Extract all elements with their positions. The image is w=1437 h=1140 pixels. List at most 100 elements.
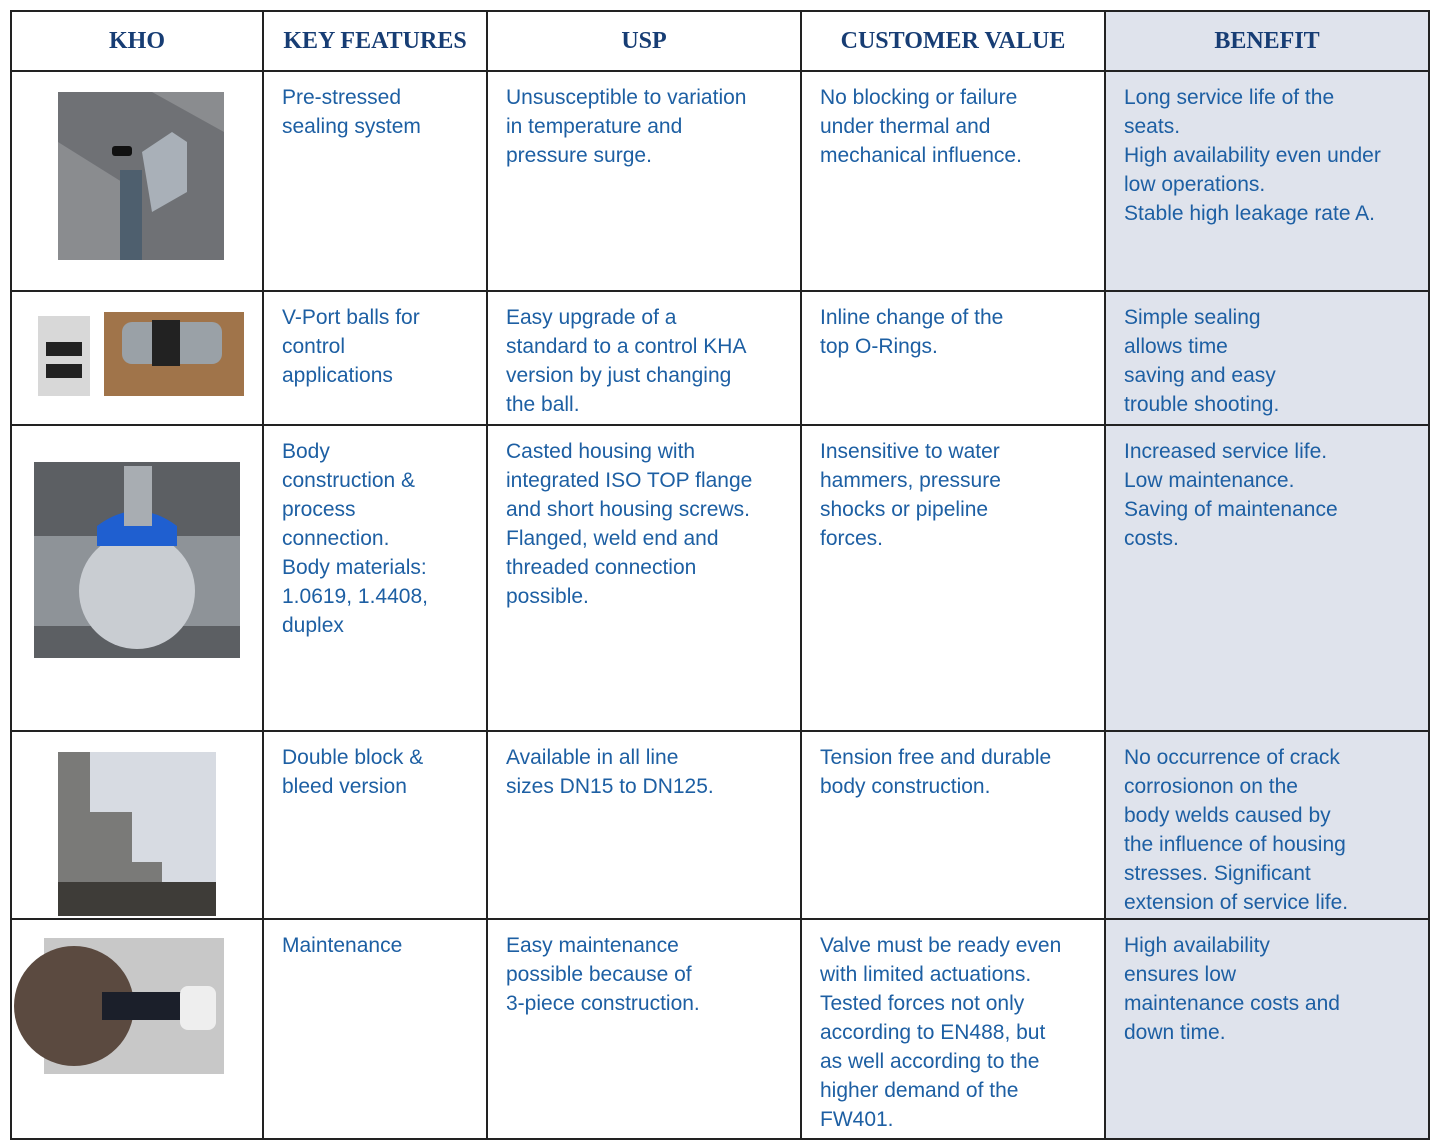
text-line: Body materials: xyxy=(282,556,427,579)
text-line: under thermal and xyxy=(820,115,991,138)
customer-value-text: Tension free and durable body constructio… xyxy=(802,732,1104,801)
text-line: Low maintenance. xyxy=(1124,469,1295,492)
usp-text: Easy upgrade of a standard to a control K… xyxy=(488,292,800,419)
text-line: process xyxy=(282,498,356,521)
text-cell: Easy maintenance possible because of 3-pie… xyxy=(486,918,802,1140)
usp-text: Casted housing with integrated ISO TOP fl… xyxy=(488,426,800,611)
text-line: Valve must be ready even xyxy=(820,934,1062,957)
text-line: Increased service life. xyxy=(1124,440,1328,463)
text-cell: Pre-stressed sealing system xyxy=(262,70,488,292)
text-cell: High availability ensures low maintenance … xyxy=(1104,918,1430,1140)
text-line: Simple sealing xyxy=(1124,306,1261,329)
image-cell xyxy=(10,424,264,732)
table-body: Pre-stressed sealing system Unsusceptible … xyxy=(10,70,1430,1140)
text-line: mechanical influence. xyxy=(820,144,1022,167)
text-cell: Easy upgrade of a standard to a control K… xyxy=(486,290,802,426)
features-text: Double block & bleed version xyxy=(264,732,486,801)
customer-value-text: Inline change of the top O-Rings. xyxy=(802,292,1104,361)
benefit-text: Long service life of the seats. High avail… xyxy=(1106,72,1428,228)
text-line: Easy maintenance xyxy=(506,934,679,957)
image-cell xyxy=(10,70,264,292)
text-line: possible because of xyxy=(506,963,692,986)
text-line: Long service life of the xyxy=(1124,86,1335,109)
text-cell: Inline change of the top O-Rings. xyxy=(800,290,1106,426)
text-line: seats. xyxy=(1124,115,1181,138)
product-image xyxy=(58,752,216,916)
text-line: higher demand of the xyxy=(820,1079,1019,1102)
text-line: Flanged, weld end and xyxy=(506,527,719,550)
table-row: Maintenance Easy maintenance possible beca… xyxy=(10,918,1430,1140)
features-text: V-Port balls for control applications xyxy=(264,292,486,390)
text-line: saving and easy xyxy=(1124,364,1276,387)
text-cell: Tension free and durable body constructio… xyxy=(800,730,1106,920)
text-line: Inline change of the xyxy=(820,306,1004,329)
customer-value-text: Insensitive to water hammers, pressure sho… xyxy=(802,426,1104,553)
text-line: FW401. xyxy=(820,1108,894,1131)
table-row: Double block & bleed version Available in … xyxy=(10,730,1430,920)
text-line: High availability xyxy=(1124,934,1270,957)
features-text: Maintenance xyxy=(264,920,486,960)
image-cell xyxy=(10,730,264,920)
text-line: Available in all line xyxy=(506,746,679,769)
text-line: 1.0619, 1.4408, xyxy=(282,585,428,608)
text-cell: Long service life of the seats. High avail… xyxy=(1104,70,1430,292)
product-image xyxy=(38,312,244,396)
column-header: USP xyxy=(486,10,802,72)
column-header: KEY FEATURES xyxy=(262,10,488,72)
text-line: body welds caused by xyxy=(1124,804,1331,827)
table-row: V-Port balls for control applications Easy … xyxy=(10,290,1430,426)
text-line: forces. xyxy=(820,527,884,550)
text-line: 3-piece construction. xyxy=(506,992,700,1015)
text-cell: Increased service life. Low maintenance. S… xyxy=(1104,424,1430,732)
text-line: bleed version xyxy=(282,775,407,798)
text-cell: Valve must be ready even with limited act… xyxy=(800,918,1106,1140)
text-cell: Available in all line sizes DN15 to DN125… xyxy=(486,730,802,920)
text-line: Tested forces not only xyxy=(820,992,1025,1015)
product-image xyxy=(14,938,224,1074)
text-line: V-Port balls for xyxy=(282,306,420,329)
benefit-text: High availability ensures low maintenance … xyxy=(1106,920,1428,1047)
table-row: Body construction & process connection. Body… xyxy=(10,424,1430,732)
table-row: Pre-stressed sealing system Unsusceptible … xyxy=(10,70,1430,292)
text-line: pressure surge. xyxy=(506,144,652,167)
text-line: as well according to the xyxy=(820,1050,1040,1073)
text-line: allows time xyxy=(1124,335,1228,358)
text-line: Easy upgrade of a xyxy=(506,306,677,329)
text-cell: No blocking or failure under thermal and m… xyxy=(800,70,1106,292)
text-line: ensures low xyxy=(1124,963,1237,986)
text-line: sizes DN15 to DN125. xyxy=(506,775,714,798)
text-line: costs. xyxy=(1124,527,1179,550)
text-line: top O-Rings. xyxy=(820,335,938,358)
product-image xyxy=(58,92,224,260)
text-line: standard to a control KHA xyxy=(506,335,747,358)
column-header: BENEFIT xyxy=(1104,10,1430,72)
text-line: down time. xyxy=(1124,1021,1226,1044)
text-line: Pre-stressed xyxy=(282,86,402,109)
text-line: Tension free and durable xyxy=(820,746,1052,769)
text-line: Body xyxy=(282,440,330,463)
text-line: stresses. Significant xyxy=(1124,862,1311,885)
benefit-text: Increased service life. Low maintenance. S… xyxy=(1106,426,1428,553)
text-line: Insensitive to water xyxy=(820,440,1000,463)
text-line: corrosionon on the xyxy=(1124,775,1298,798)
text-cell: Maintenance xyxy=(262,918,488,1140)
benefit-text: No occurrence of crack corrosionon on the… xyxy=(1106,732,1428,917)
text-line: duplex xyxy=(282,614,344,637)
benefit-text: Simple sealing allows time saving and easy… xyxy=(1106,292,1428,419)
text-cell: Unsusceptible to variation in temperature… xyxy=(486,70,802,292)
text-line: connection. xyxy=(282,527,390,550)
text-line: Double block & xyxy=(282,746,424,769)
text-cell: No occurrence of crack corrosionon on the… xyxy=(1104,730,1430,920)
text-line: threaded connection xyxy=(506,556,697,579)
text-line: extension of service life. xyxy=(1124,891,1349,914)
text-cell: Casted housing with integrated ISO TOP fl… xyxy=(486,424,802,732)
text-cell: Insensitive to water hammers, pressure sho… xyxy=(800,424,1106,732)
text-line: version by just changing xyxy=(506,364,732,387)
text-line: No blocking or failure xyxy=(820,86,1018,109)
text-line: Maintenance xyxy=(282,934,403,957)
column-header: KHO xyxy=(10,10,264,72)
text-line: the influence of housing xyxy=(1124,833,1346,856)
text-line: trouble shooting. xyxy=(1124,393,1280,416)
image-cell xyxy=(10,918,264,1140)
features-text: Body construction & process connection. Body… xyxy=(264,426,486,640)
